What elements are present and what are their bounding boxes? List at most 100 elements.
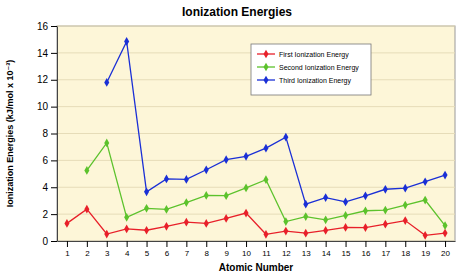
x-tick: 8 — [205, 241, 210, 258]
x-tick-label: 17 — [381, 249, 390, 258]
marker — [124, 37, 129, 46]
x-tick-mark — [206, 241, 207, 247]
y-tick: 16 — [37, 21, 57, 32]
x-axis: 1234567891011121314151617181920 — [58, 241, 456, 258]
x-tick-mark — [107, 241, 108, 247]
marker — [263, 230, 268, 239]
y-tick-label: 8 — [42, 128, 48, 139]
marker — [184, 175, 189, 184]
marker — [124, 225, 129, 234]
y-tick-mark — [51, 241, 57, 242]
series-markers — [104, 37, 447, 208]
marker — [164, 222, 169, 231]
x-tick-label: 12 — [282, 249, 291, 258]
x-tick-label: 7 — [185, 249, 190, 258]
series-line — [107, 41, 445, 204]
legend-marker — [263, 76, 268, 85]
marker — [283, 217, 288, 226]
marker — [403, 216, 408, 225]
marker — [403, 184, 408, 193]
marker — [283, 133, 288, 142]
x-tick-mark — [87, 241, 88, 247]
x-tick-label: 19 — [421, 249, 430, 258]
marker — [184, 198, 189, 207]
marker — [104, 78, 109, 87]
x-tick: 11 — [262, 241, 271, 258]
marker — [323, 215, 328, 224]
x-tick-mark — [425, 241, 426, 247]
x-tick: 4 — [125, 241, 130, 258]
marker — [403, 201, 408, 210]
x-tick-mark — [365, 241, 366, 247]
y-tick-mark — [51, 80, 57, 81]
x-tick-label: 10 — [242, 249, 251, 258]
x-tick-mark — [166, 241, 167, 247]
marker — [104, 139, 109, 148]
marker — [383, 206, 388, 215]
legend-marker — [263, 50, 268, 59]
marker — [244, 184, 249, 193]
x-tick-mark — [127, 241, 128, 247]
plot: 0246810121416123456789101112131415161718… — [37, 21, 456, 258]
marker — [303, 229, 308, 238]
grid-line — [57, 160, 455, 161]
y-tick: 0 — [42, 236, 57, 247]
x-tick-label: 14 — [322, 249, 331, 258]
x-tick: 9 — [224, 241, 229, 258]
marker — [343, 198, 348, 207]
x-tick-mark — [385, 241, 386, 247]
grid-line — [57, 106, 455, 107]
x-tick-label: 15 — [342, 249, 351, 258]
marker — [323, 226, 328, 235]
x-tick-mark — [67, 241, 68, 247]
title: Ionization Energies — [182, 5, 292, 19]
marker — [323, 193, 328, 202]
x-tick-label: 8 — [205, 249, 210, 258]
plot-area — [57, 26, 455, 241]
legend-box — [251, 44, 371, 95]
x-tick-label: 13 — [302, 249, 311, 258]
x-tick: 13 — [302, 241, 311, 258]
x-tick: 7 — [185, 241, 190, 258]
marker — [303, 212, 308, 221]
x-tick-mark — [306, 241, 307, 247]
y-tick-label: 2 — [42, 209, 48, 220]
marker — [443, 171, 448, 180]
marker — [244, 152, 249, 161]
marker — [204, 165, 209, 174]
x-axis-title: Atomic Number — [219, 262, 294, 273]
marker — [263, 175, 268, 184]
series-line — [87, 143, 445, 226]
marker — [144, 204, 149, 213]
marker — [443, 229, 448, 238]
x-tick: 5 — [145, 241, 150, 258]
marker — [423, 231, 428, 240]
marker — [224, 155, 229, 164]
x-tick-label: 6 — [165, 249, 170, 258]
x-tick-mark — [226, 241, 227, 247]
marker — [224, 191, 229, 200]
x-tick: 2 — [85, 241, 90, 258]
marker — [164, 205, 169, 214]
legend-label: Third Ionization Energy — [279, 77, 351, 85]
grid-line — [57, 214, 455, 215]
x-tick: 6 — [165, 241, 170, 258]
y-tick-mark — [51, 134, 57, 135]
x-tick-mark — [147, 241, 148, 247]
marker — [104, 230, 109, 239]
chart: 0246810121416123456789101112131415161718… — [0, 0, 474, 278]
x-tick: 3 — [105, 241, 110, 258]
x-tick-mark — [246, 241, 247, 247]
marker — [443, 221, 448, 230]
x-tick-label: 4 — [125, 249, 130, 258]
x-tick-label: 9 — [224, 249, 229, 258]
x-tick-label: 20 — [441, 249, 450, 258]
marker — [84, 166, 89, 175]
y-tick: 12 — [37, 74, 57, 85]
marker — [363, 191, 368, 200]
y-tick-mark — [51, 160, 57, 161]
marker — [144, 226, 149, 235]
x-tick-mark — [326, 241, 327, 247]
series-markers — [84, 139, 447, 230]
x-tick-mark — [286, 241, 287, 247]
